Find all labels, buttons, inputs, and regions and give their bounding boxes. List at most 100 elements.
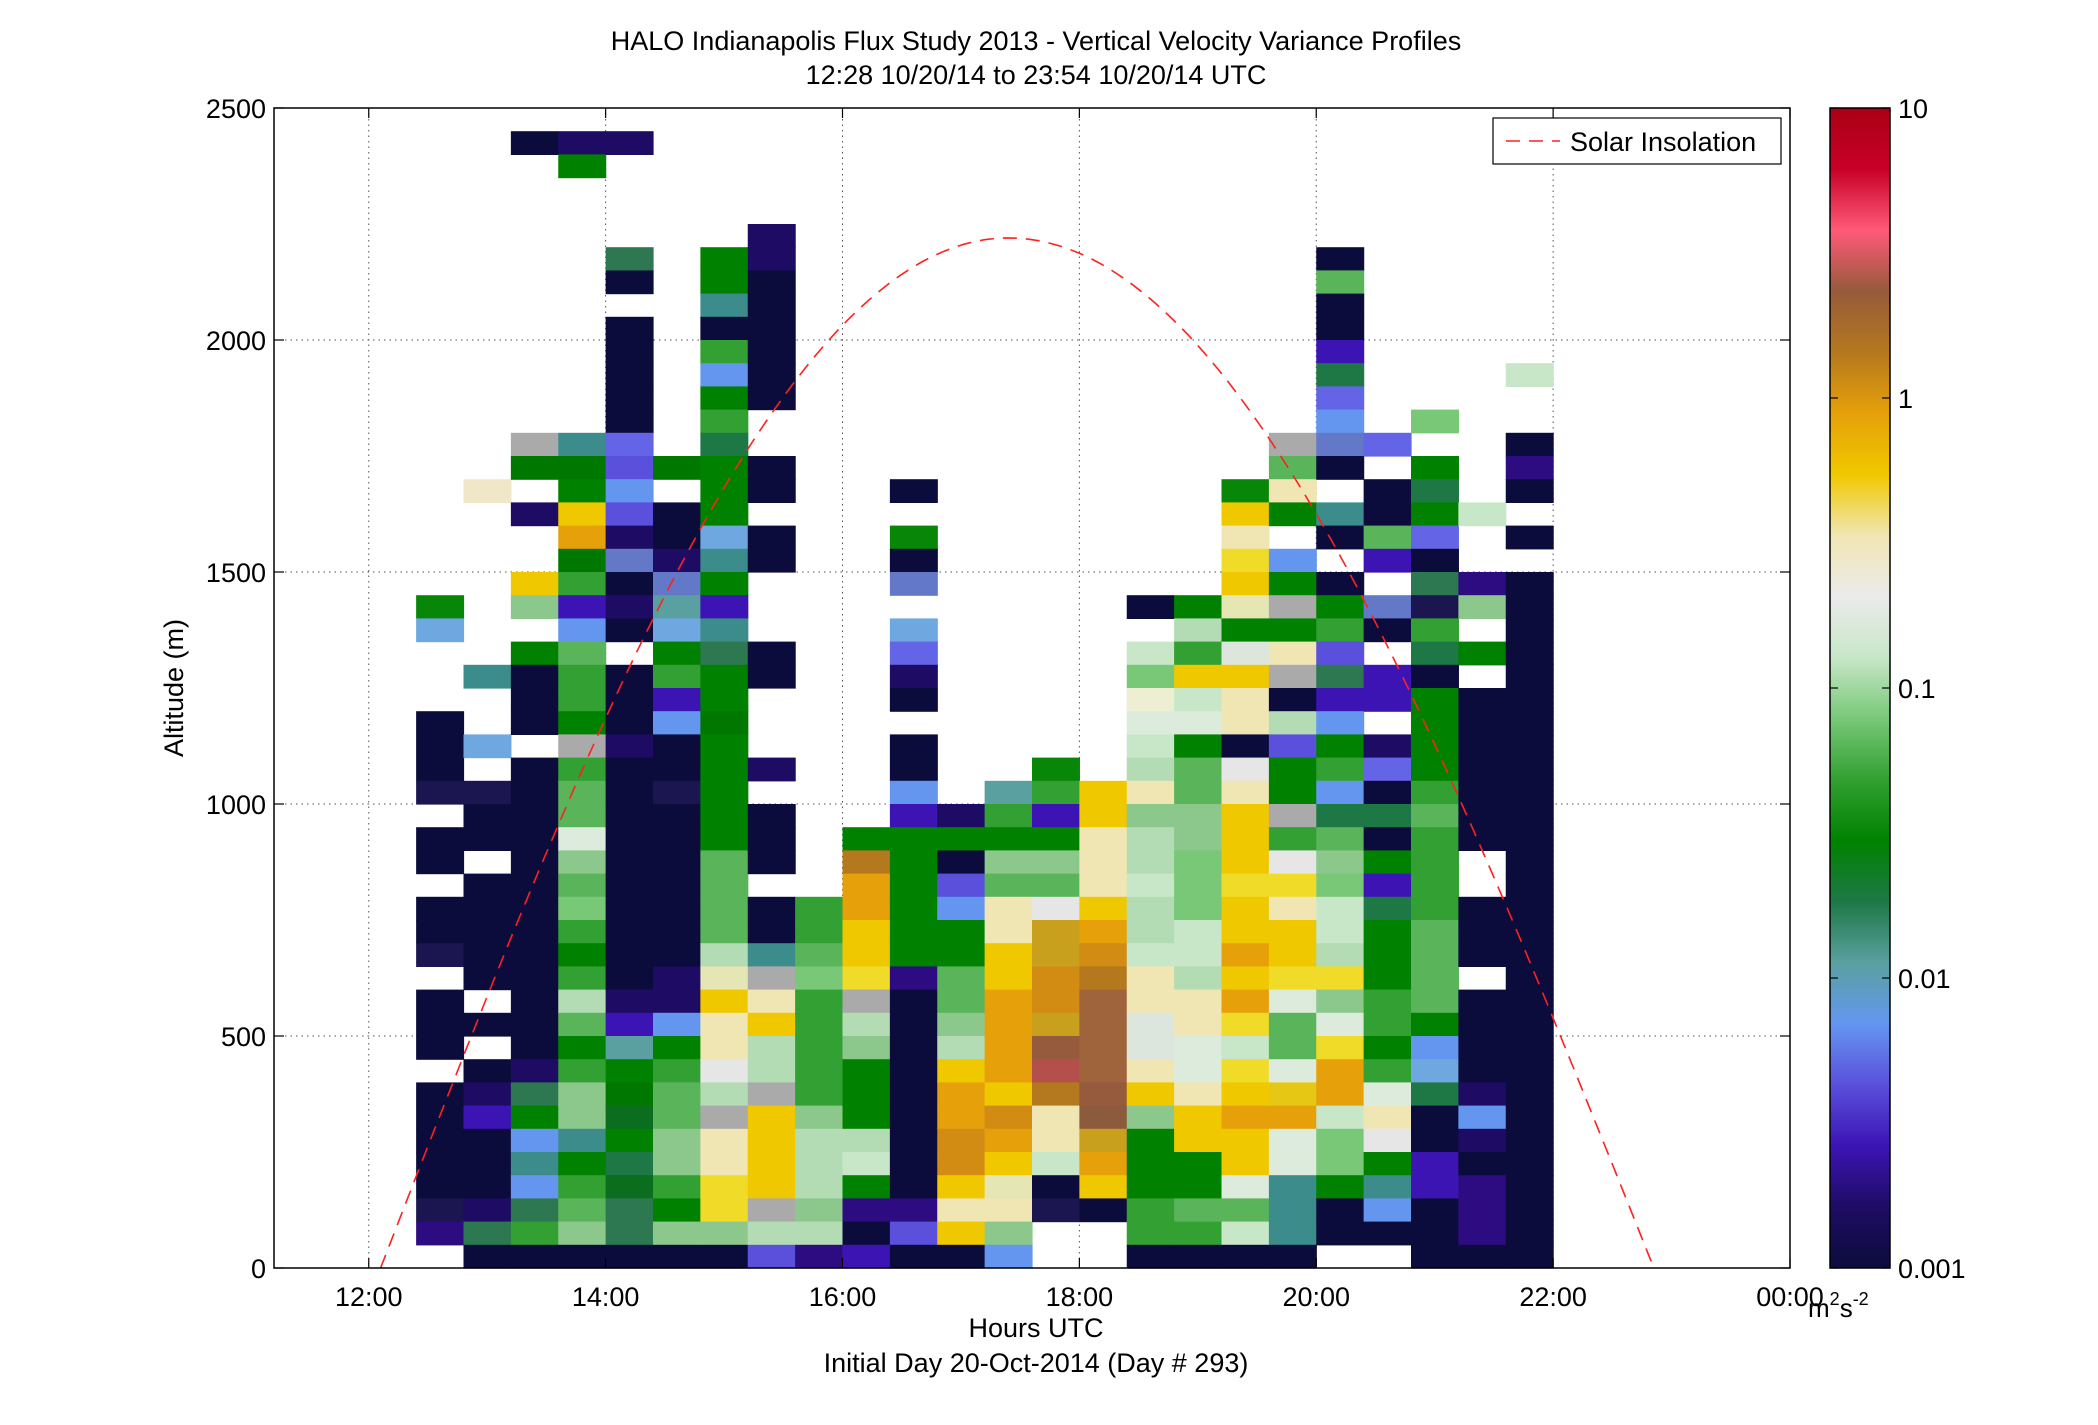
heatmap-cell (463, 664, 512, 689)
heatmap-cell (747, 270, 796, 295)
heatmap-cell (416, 595, 465, 619)
heatmap-cell (463, 943, 512, 967)
heatmap-cell (558, 896, 607, 921)
heatmap-cell (1505, 432, 1554, 457)
heatmap-cell (1174, 688, 1223, 712)
heatmap-cell (842, 1198, 891, 1223)
heatmap-cell (605, 247, 654, 271)
heatmap-cell (463, 896, 512, 921)
heatmap-cell (510, 1012, 559, 1037)
heatmap-cell (700, 1105, 749, 1130)
heatmap-cell (1221, 1175, 1270, 1199)
heatmap-cell (463, 479, 512, 503)
heatmap-cell (700, 1082, 749, 1107)
heatmap-cell (605, 688, 654, 712)
heatmap-cell (1316, 920, 1365, 944)
heatmap-cell (1174, 664, 1223, 689)
heatmap-cell (700, 316, 749, 341)
heatmap-cell (1411, 688, 1459, 712)
heatmap-cell (1505, 1105, 1554, 1130)
heatmap-cell (842, 1036, 891, 1060)
heatmap-cell (795, 1175, 844, 1199)
heatmap-cell (510, 850, 559, 875)
heatmap-cell (1032, 1036, 1080, 1060)
heatmap-cell (1316, 1198, 1365, 1223)
heatmap-cell (842, 920, 891, 944)
heatmap-cell (605, 131, 654, 155)
heatmap-cell (605, 595, 654, 619)
heatmap-cell (700, 989, 749, 1014)
heatmap-cell (605, 920, 654, 944)
heatmap-cell (1363, 618, 1412, 643)
heatmap-cell (700, 1012, 749, 1037)
heatmap-cell (1505, 1036, 1554, 1060)
legend: Solar Insolation (1492, 117, 1782, 165)
heatmap-cell (1411, 1105, 1459, 1130)
heatmap-cell (795, 989, 844, 1014)
heatmap-cell (1268, 1059, 1317, 1083)
heatmap-cell (1174, 1244, 1223, 1269)
heatmap-cell (558, 572, 607, 596)
heatmap-cell (1126, 920, 1175, 944)
x-tick-label: 18:00 (1046, 1282, 1114, 1312)
heatmap-cell (700, 641, 749, 666)
heatmap-cell (795, 896, 844, 921)
heatmap-cell (558, 850, 607, 875)
heatmap-cell (558, 1105, 607, 1130)
heatmap-cell (1411, 572, 1459, 596)
heatmap-cell (1505, 896, 1554, 921)
heatmap-cell (416, 1082, 465, 1107)
heatmap-cell (700, 456, 749, 480)
heatmap-cell (416, 1128, 465, 1153)
heatmap-cell (558, 1036, 607, 1060)
heatmap-cell (1126, 1036, 1175, 1060)
heatmap-cell (1126, 664, 1175, 689)
heatmap-cell (1458, 1036, 1507, 1060)
heatmap-cell (1411, 757, 1459, 782)
heatmap-cell (1221, 757, 1270, 782)
heatmap-cell (889, 1175, 938, 1199)
heatmap-cell (605, 873, 654, 898)
heatmap-cell (510, 896, 559, 921)
heatmap-cell (795, 1221, 844, 1246)
heatmap-cell (463, 1221, 512, 1246)
heatmap-cell (1363, 1082, 1412, 1107)
x-tick-label: 16:00 (809, 1282, 877, 1312)
heatmap-cell (747, 664, 796, 689)
heatmap-cell (1316, 432, 1365, 457)
heatmap-cell (1363, 1012, 1412, 1037)
y-axis-label: Altitude (m) (159, 619, 189, 757)
heatmap-cell (1032, 920, 1080, 944)
heatmap-cell (1174, 1012, 1223, 1037)
heatmap-cell (937, 989, 986, 1014)
heatmap-cell (510, 502, 559, 527)
heatmap-cell (510, 943, 559, 967)
heatmap-cell (1268, 804, 1317, 828)
heatmap-cell (1032, 1175, 1080, 1199)
heatmap-cell (463, 966, 512, 991)
heatmap-cell (1221, 664, 1270, 689)
heatmap-cell (416, 850, 465, 875)
heatmap-cell (1221, 1128, 1270, 1153)
heatmap-cell (605, 1221, 654, 1246)
heatmap-cell (605, 804, 654, 828)
heatmap-cell (1174, 966, 1223, 991)
heatmap-cell (747, 1082, 796, 1107)
heatmap-cell (463, 1105, 512, 1130)
heatmap-cell (1505, 1244, 1554, 1269)
heatmap-cell (653, 1152, 701, 1176)
heatmap-cell (1505, 363, 1554, 387)
heatmap-cell (889, 896, 938, 921)
heatmap-cell (1174, 896, 1223, 921)
heatmap-cell (605, 270, 654, 295)
colorbar-tick-label: 0.1 (1898, 674, 1936, 704)
heatmap-cell (747, 1175, 796, 1199)
heatmap-cell (700, 827, 749, 851)
heatmap-cell (747, 247, 796, 271)
heatmap-cell (1316, 1105, 1365, 1130)
heatmap-cell (1458, 896, 1507, 921)
heatmap-cell (1268, 479, 1317, 503)
heatmap-cell (1174, 873, 1223, 898)
heatmap-cell (1411, 943, 1459, 967)
heatmap-cell (984, 943, 1033, 967)
